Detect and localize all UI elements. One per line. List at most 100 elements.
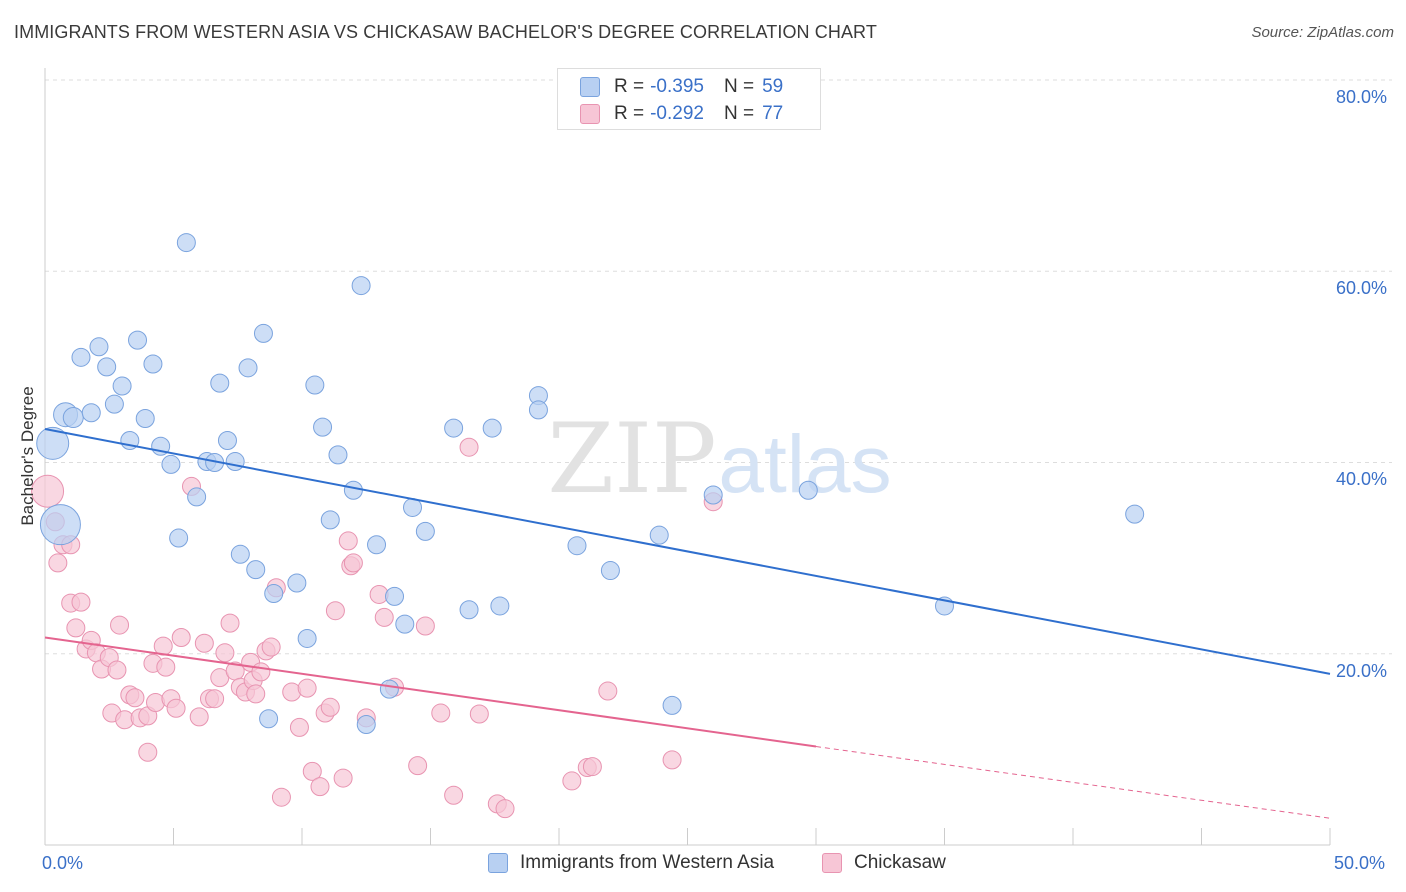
chart-title: IMMIGRANTS FROM WESTERN ASIA VS CHICKASA… bbox=[14, 22, 877, 42]
western-asia-point bbox=[313, 417, 333, 437]
western-asia-point bbox=[600, 561, 620, 581]
chickasaw-point bbox=[297, 678, 317, 698]
western-asia-point bbox=[259, 709, 279, 729]
western-asia-point bbox=[649, 525, 669, 545]
western-asia-point bbox=[528, 400, 548, 420]
series-label: Immigrants from Western Asia bbox=[520, 852, 775, 873]
western-asia-point bbox=[351, 276, 371, 296]
chickasaw-point bbox=[107, 660, 127, 680]
chickasaw-point bbox=[156, 657, 176, 677]
legend-r-label: R = bbox=[614, 76, 645, 97]
pink-swatch bbox=[822, 853, 842, 873]
chickasaw-point bbox=[205, 689, 225, 709]
western-asia-point bbox=[320, 510, 340, 530]
chickasaw-point bbox=[415, 616, 435, 636]
western-asia-point bbox=[444, 418, 464, 438]
chickasaw-trend-extension bbox=[815, 746, 1331, 819]
western-asia-point bbox=[176, 233, 196, 253]
western-asia-point bbox=[482, 418, 502, 438]
western-asia-point bbox=[328, 445, 348, 465]
western-asia-point bbox=[253, 323, 273, 343]
legend-row-chickasaw: R = -0.292 N = 77 bbox=[580, 102, 783, 126]
chickasaw-point bbox=[302, 761, 322, 781]
chickasaw-point bbox=[374, 607, 394, 627]
western-asia-point bbox=[379, 679, 399, 699]
western-asia-point bbox=[71, 347, 91, 367]
western-asia-point bbox=[135, 409, 155, 429]
chickasaw-point bbox=[66, 618, 86, 638]
chickasaw-point bbox=[271, 787, 291, 807]
western-asia-point bbox=[305, 375, 325, 395]
x-tick-label-min: 0.0% bbox=[42, 853, 84, 873]
series-legend-chickasaw: Chickasaw bbox=[822, 852, 946, 874]
western-asia-point bbox=[217, 431, 237, 451]
chickasaw-point bbox=[325, 601, 345, 621]
western-asia-point bbox=[385, 586, 405, 606]
source-label: Source: ZipAtlas.com bbox=[1251, 24, 1394, 41]
chickasaw-point bbox=[459, 437, 479, 457]
legend-r-value: -0.395 bbox=[650, 76, 704, 97]
chickasaw-point bbox=[598, 681, 618, 701]
legend-n-label: N = bbox=[723, 76, 755, 97]
western-asia-point bbox=[567, 536, 587, 556]
legend-r-value: -0.292 bbox=[650, 103, 704, 124]
stats-legend: R = -0.395 N = 59 R = -0.292 N = 77 bbox=[557, 68, 821, 130]
chickasaw-point bbox=[469, 704, 489, 724]
y-tick-label: 60.0% bbox=[1336, 278, 1388, 298]
legend-r-label: R = bbox=[614, 103, 645, 124]
western-asia-point bbox=[143, 354, 163, 374]
western-asia-point bbox=[128, 330, 148, 350]
chickasaw-point bbox=[320, 697, 340, 717]
legend-n-value: 59 bbox=[762, 76, 784, 97]
western-asia-point bbox=[39, 504, 81, 546]
chickasaw-point bbox=[431, 703, 451, 723]
chickasaw-point bbox=[408, 756, 428, 776]
trend-lines bbox=[44, 428, 1331, 819]
chickasaw-point bbox=[246, 684, 266, 704]
western-asia-point bbox=[356, 715, 376, 735]
chickasaw-point bbox=[189, 707, 209, 727]
chickasaw-point bbox=[48, 553, 68, 573]
western-asia-point bbox=[459, 600, 479, 620]
western-asia-point bbox=[287, 573, 307, 593]
chickasaw-point bbox=[125, 688, 145, 708]
western-asia-point bbox=[104, 394, 124, 414]
y-tick-label: 80.0% bbox=[1336, 87, 1388, 107]
chickasaw-point bbox=[251, 662, 271, 682]
chickasaw-point bbox=[110, 615, 130, 635]
western-asia-point bbox=[662, 695, 682, 715]
western-asia-point bbox=[187, 487, 207, 507]
watermark-zip: ZIP bbox=[547, 403, 716, 515]
legend-n-value: 77 bbox=[762, 103, 784, 124]
chickasaw-point bbox=[220, 613, 240, 633]
western-asia-point bbox=[97, 357, 117, 377]
western-asia-point bbox=[169, 528, 189, 548]
western-asia-point bbox=[238, 358, 258, 378]
western-asia-point bbox=[36, 426, 70, 460]
pink-swatch bbox=[580, 104, 600, 124]
western-asia-point bbox=[112, 376, 132, 396]
chickasaw-point bbox=[343, 553, 363, 573]
y-axis-title: Bachelor's Degree bbox=[18, 386, 37, 526]
chickasaw-point bbox=[31, 474, 65, 508]
x-tick-label-max: 50.0% bbox=[1334, 853, 1386, 873]
western-asia-point bbox=[161, 454, 181, 474]
western-asia-point bbox=[81, 403, 101, 423]
blue-swatch bbox=[580, 77, 600, 97]
western-asia-point bbox=[343, 480, 363, 500]
western-asia-point bbox=[210, 373, 230, 393]
western-asia-point bbox=[798, 480, 818, 500]
y-tick-label: 20.0% bbox=[1336, 661, 1388, 681]
series-legend-western-asia: Immigrants from Western Asia bbox=[488, 852, 774, 874]
chickasaw-point bbox=[166, 698, 186, 718]
legend-row-western-asia: R = -0.395 N = 59 bbox=[580, 75, 783, 99]
chickasaw-point bbox=[562, 771, 582, 791]
western-asia-trend-line bbox=[44, 428, 1331, 675]
chickasaw-point bbox=[310, 777, 330, 797]
western-asia-point bbox=[230, 544, 250, 564]
blue-swatch bbox=[488, 853, 508, 873]
chickasaw-point bbox=[495, 799, 515, 819]
chickasaw-point bbox=[289, 717, 309, 737]
western-asia-point bbox=[1125, 504, 1145, 524]
